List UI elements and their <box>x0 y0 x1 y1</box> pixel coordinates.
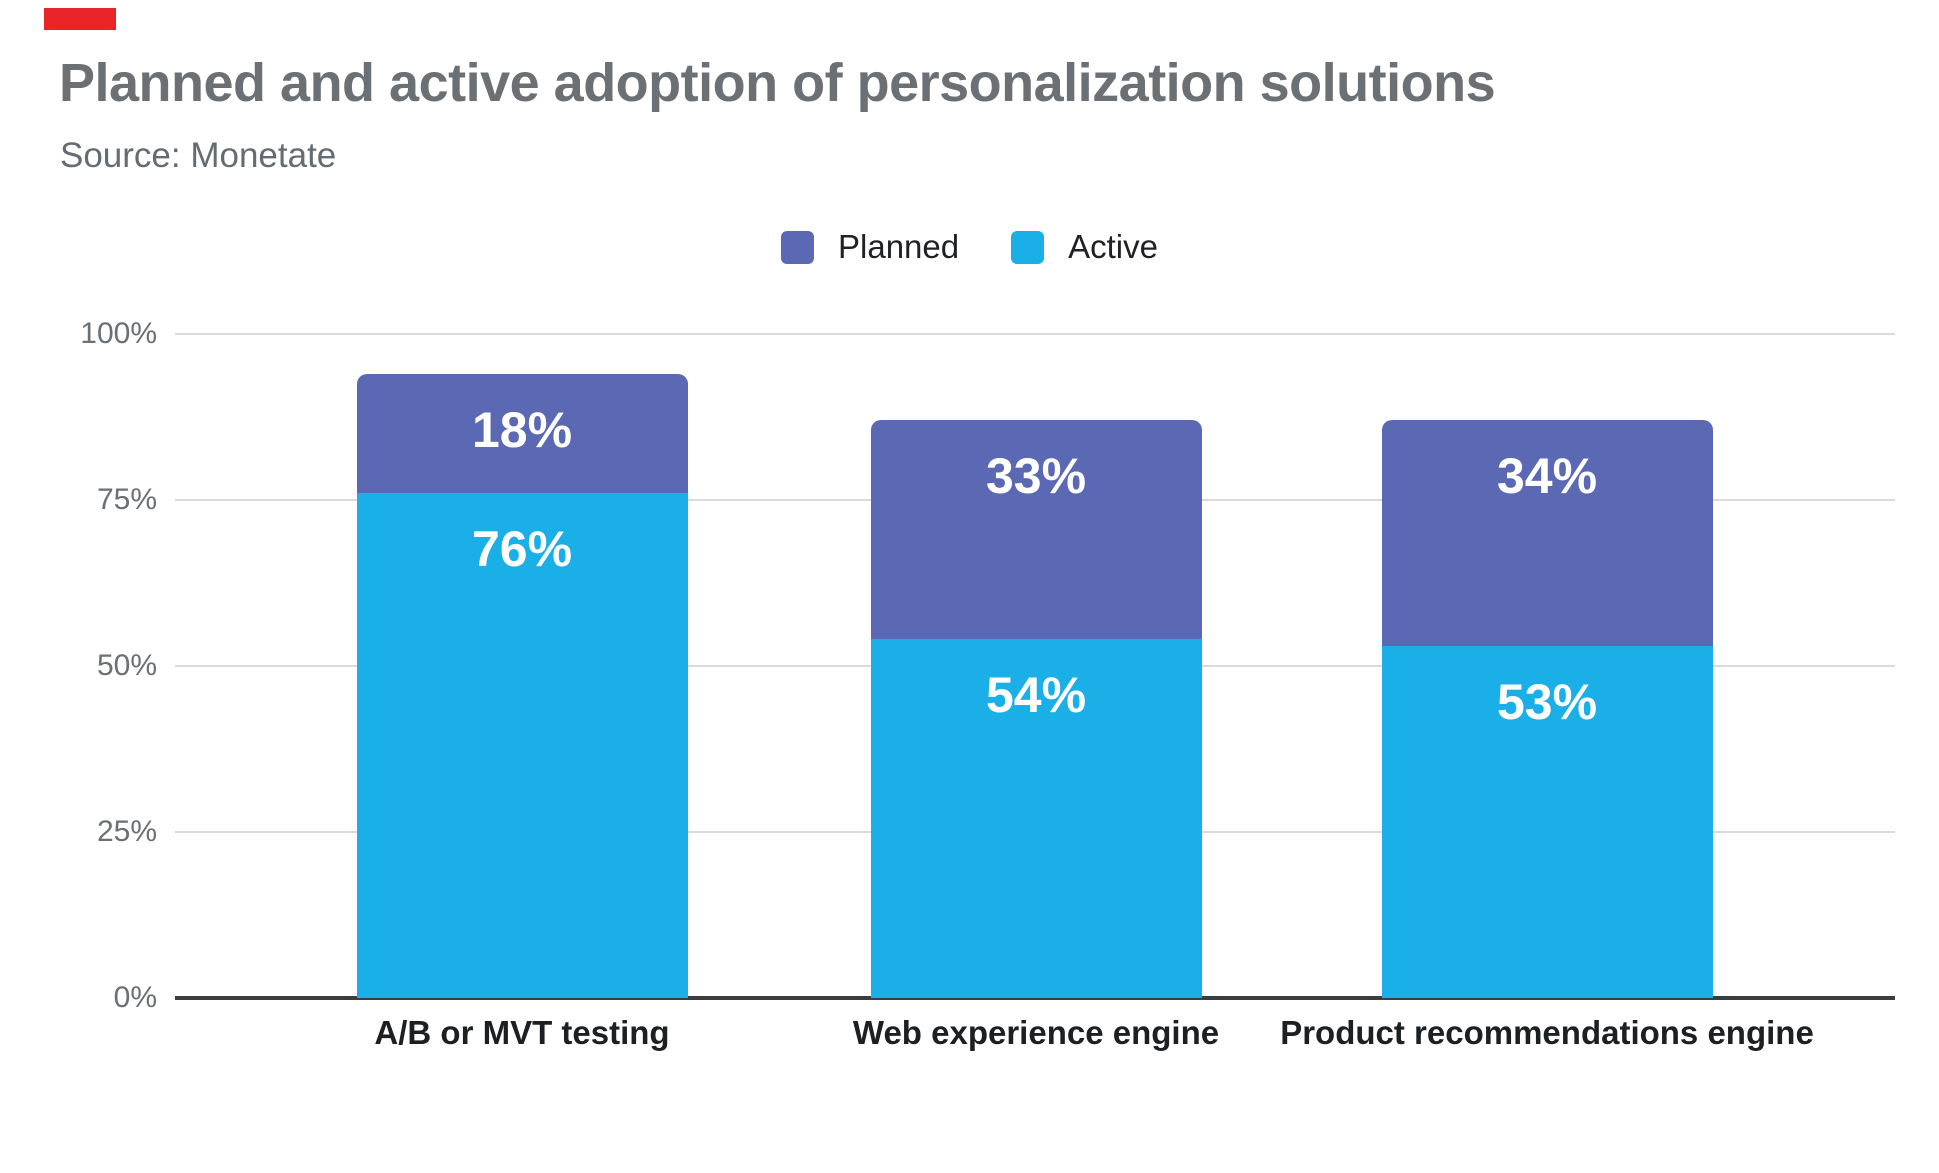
y-tick-label-75: 75% <box>96 483 157 516</box>
bar-planned-1 <box>870 420 1202 640</box>
chart-title: Planned and active adoption of personali… <box>59 53 1496 113</box>
bar-planned-label-0: 18% <box>471 401 573 458</box>
bar-active-label-2: 53% <box>1496 674 1598 731</box>
bar-planned-label-1: 33% <box>985 448 1087 505</box>
gridline-100 <box>175 333 1895 335</box>
bar-planned-2 <box>1381 420 1713 647</box>
category-label-0: A/B or MVT testing <box>374 1014 670 1051</box>
bar-active-1 <box>870 639 1202 998</box>
bar-active-0 <box>356 493 688 998</box>
bar-planned-label-2: 34% <box>1496 448 1598 505</box>
y-tick-label-0: 0% <box>113 981 157 1014</box>
category-label-2: Product recommendations engine <box>1280 1014 1814 1051</box>
legend-label-planned: Planned <box>838 228 960 265</box>
chart-source: Source: Monetate <box>60 136 337 175</box>
legend-swatch-active <box>1011 230 1045 264</box>
category-label-1: Web experience engine <box>852 1014 1220 1051</box>
y-tick-label-100: 100% <box>80 317 157 350</box>
bar-planned-0 <box>356 373 688 494</box>
legend-item-active: Active <box>1011 228 1158 266</box>
legend-label-active: Active <box>1068 228 1158 265</box>
legend-swatch-planned <box>781 230 814 264</box>
legend: Planned Active <box>0 228 1939 266</box>
x-axis-line <box>175 996 1895 1000</box>
bar-active-label-0: 76% <box>471 521 573 578</box>
y-tick-label-50: 50% <box>96 649 157 682</box>
legend-item-planned: Planned <box>781 228 959 266</box>
red-marker <box>44 8 116 30</box>
bar-active-label-1: 54% <box>985 667 1087 724</box>
y-tick-label-25: 25% <box>96 815 157 848</box>
bar-active-2 <box>1381 646 1713 998</box>
